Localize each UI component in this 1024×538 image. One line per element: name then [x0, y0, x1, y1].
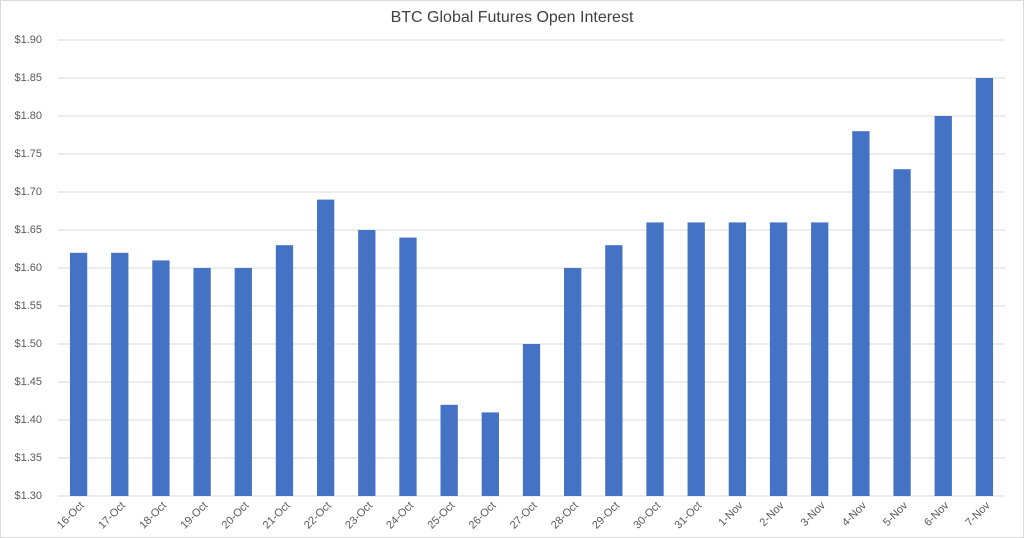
- bar: [811, 222, 829, 496]
- bar: [728, 222, 747, 496]
- bar: [564, 268, 582, 496]
- bar: [234, 268, 252, 496]
- bar: [646, 222, 664, 496]
- bar: [893, 169, 911, 496]
- bar: [275, 245, 294, 496]
- bar: [687, 222, 705, 496]
- bar: [522, 344, 541, 496]
- bar: [852, 131, 870, 496]
- y-tick-label: $1.75: [14, 148, 42, 160]
- bar: [193, 268, 211, 496]
- y-tick-label: $1.55: [14, 300, 42, 312]
- bar: [605, 245, 623, 496]
- bar: [769, 222, 788, 496]
- bar: [975, 78, 994, 496]
- y-tick-label: $1.60: [14, 262, 42, 274]
- bar: [440, 404, 458, 496]
- y-tick-label: $1.50: [14, 338, 42, 350]
- y-tick-label: $1.90: [14, 34, 42, 46]
- bar: [69, 252, 88, 496]
- bar: [111, 252, 129, 496]
- bar: [152, 260, 170, 496]
- y-tick-label: $1.65: [14, 224, 42, 236]
- y-tick-label: $1.40: [14, 414, 42, 426]
- y-tick-label: $1.70: [14, 186, 42, 198]
- y-tick-label: $1.85: [14, 72, 42, 84]
- bar: [358, 230, 376, 496]
- y-tick-label: $1.80: [14, 110, 42, 122]
- y-tick-label: $1.30: [14, 490, 42, 502]
- bar: [399, 237, 417, 496]
- y-tick-label: $1.45: [14, 376, 42, 388]
- chart-title: BTC Global Futures Open Interest: [391, 9, 634, 26]
- y-tick-label: $1.35: [14, 452, 42, 464]
- bar: [481, 412, 499, 496]
- bar: [316, 199, 335, 496]
- bar: [934, 116, 952, 496]
